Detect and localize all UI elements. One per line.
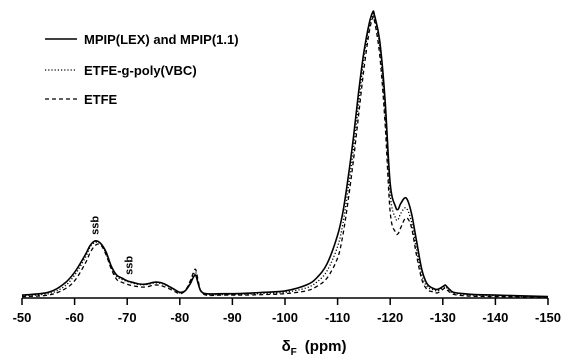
x-axis-label-symbol: δ — [282, 338, 291, 355]
legend-item: ETFE-g-poly(VBC) — [45, 63, 197, 78]
plot-area — [21, 10, 549, 298]
x-tick-label: -130 — [430, 310, 456, 325]
x-tick-label: -60 — [65, 310, 84, 325]
x-tick-label: -80 — [170, 310, 189, 325]
x-tick-label: -50 — [13, 310, 32, 325]
x-tick-label: -100 — [272, 310, 298, 325]
x-tick-label: -150 — [535, 310, 561, 325]
x-axis-label: δF (ppm) — [282, 338, 347, 356]
x-axis-label-subscript: F — [291, 347, 297, 356]
legend-label-mpip: MPIP(LEX) and MPIP(1.1) — [84, 32, 239, 47]
x-tick-label: -70 — [118, 310, 137, 325]
x-tick-label: -120 — [377, 310, 403, 325]
legend-label-etfe-g-poly-vbc: ETFE-g-poly(VBC) — [84, 63, 197, 78]
series-line-dotted — [21, 13, 549, 298]
legend: MPIP(LEX) and MPIP(1.1) ETFE-g-poly(VBC)… — [45, 32, 239, 107]
ssb-annotation: ssb — [124, 256, 136, 275]
ssb-annotation: ssb — [90, 216, 102, 235]
series-line-solid — [21, 10, 549, 298]
legend-label-etfe: ETFE — [84, 92, 118, 107]
legend-item: ETFE — [45, 92, 118, 107]
x-tick-label: -90 — [223, 310, 242, 325]
legend-item: MPIP(LEX) and MPIP(1.1) — [45, 32, 239, 47]
x-axis-label-unit: (ppm) — [305, 338, 347, 355]
peak-annotations: ssb ssb — [90, 216, 136, 275]
x-tick-label: -110 — [325, 310, 350, 325]
x-tick-label: -140 — [482, 310, 508, 325]
x-axis-ticks: -50 -60 -70 -80 -90 -100 -110 -120 -130 -140 -150 — [13, 298, 561, 325]
series-line-dashed — [21, 15, 549, 298]
